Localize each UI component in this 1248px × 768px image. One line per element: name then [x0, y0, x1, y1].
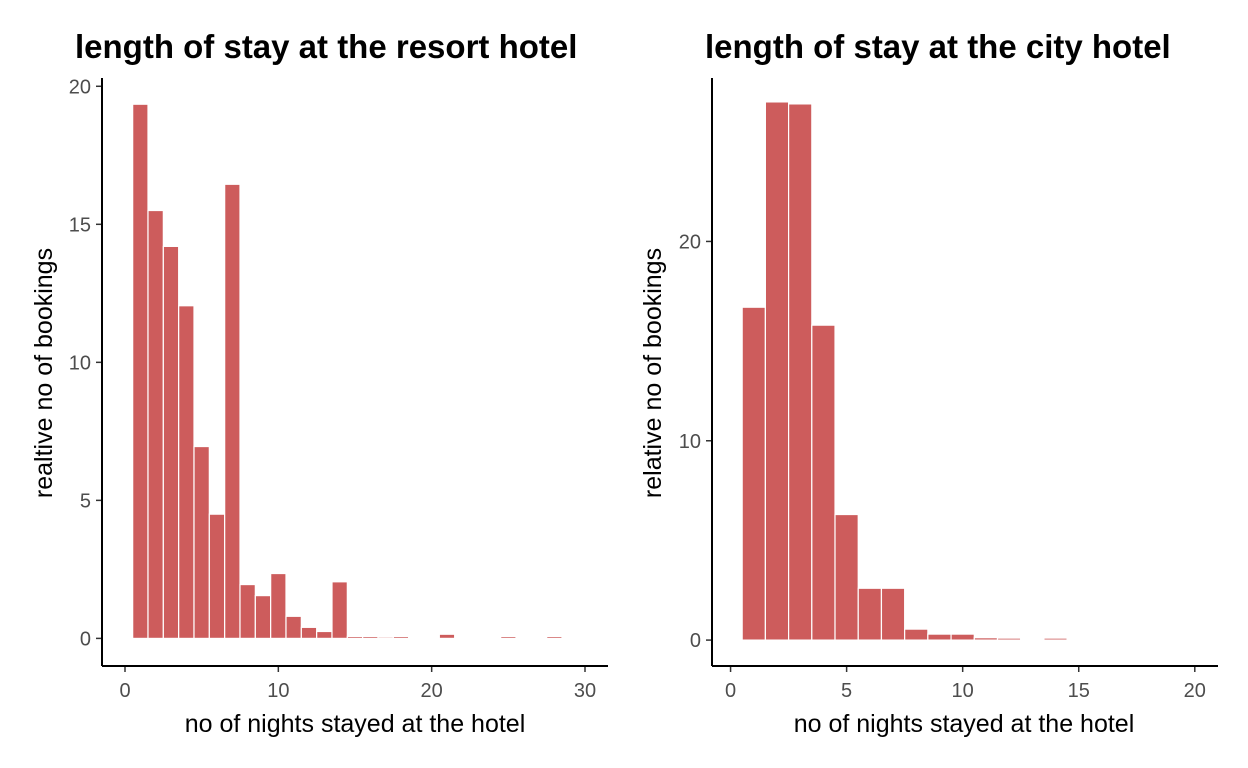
bar [285, 615, 302, 639]
bar [787, 103, 813, 641]
bar [362, 635, 379, 639]
x-tick-label: 0 [119, 680, 130, 702]
x-tick-label: 20 [421, 680, 443, 702]
bar [208, 513, 226, 639]
bar [438, 633, 456, 639]
bar [239, 583, 256, 639]
city-hotel-panel: length of stay at the city hotel relativ… [639, 28, 1218, 738]
x-tick-label: 20 [1184, 680, 1206, 702]
y-tick-label: 5 [80, 490, 91, 512]
y-tick-label: 20 [69, 76, 91, 98]
x-axis-label: no of nights stayed at the hotel [794, 710, 1135, 738]
bar [927, 633, 952, 641]
tick-group: 0 10 20 30 0 5 10 15 20 [69, 76, 596, 702]
resort-hotel-panel: length of stay at the resort hotel realt… [30, 28, 608, 738]
y-tick-label: 10 [69, 352, 91, 374]
bar-group [132, 103, 563, 640]
bar [996, 637, 1022, 641]
bar [316, 630, 333, 639]
bar [193, 445, 210, 640]
tick-group: 0 5 10 15 20 0 10 20 [679, 231, 1206, 702]
bar-group [741, 101, 1091, 641]
bar [178, 305, 195, 639]
bar [546, 635, 563, 639]
x-tick-label: 0 [725, 680, 736, 702]
x-tick-label: 10 [952, 680, 974, 702]
y-axis-label: realtive no of bookings [30, 248, 58, 498]
y-tick-label: 15 [69, 214, 91, 236]
bar [1043, 637, 1068, 641]
bar [811, 324, 836, 641]
bar [764, 101, 790, 641]
bar [834, 513, 859, 641]
y-tick-label: 20 [679, 231, 701, 253]
bar [500, 635, 517, 639]
bar [973, 637, 999, 641]
x-tick-label: 15 [1068, 680, 1090, 702]
bar [392, 635, 410, 639]
bar [270, 572, 287, 639]
bar [1066, 638, 1091, 641]
x-tick-label: 5 [841, 680, 852, 702]
bar [254, 595, 272, 639]
y-axis-label: relative no of bookings [639, 248, 667, 498]
bar [880, 587, 906, 641]
x-axis-label: no of nights stayed at the hotel [185, 710, 526, 738]
y-tick-label: 10 [679, 431, 701, 453]
bar [300, 626, 318, 639]
bar [377, 636, 394, 639]
bar [331, 581, 348, 639]
bar [408, 636, 425, 639]
bar [950, 633, 975, 641]
bar [224, 183, 241, 639]
x-tick-label: 10 [267, 680, 289, 702]
y-tick-label: 0 [690, 630, 701, 652]
bar [147, 209, 164, 640]
y-tick-label: 0 [80, 628, 91, 650]
chart-title: length of stay at the resort hotel [75, 28, 577, 65]
bar [904, 628, 929, 641]
bar [346, 635, 364, 639]
bar [162, 245, 180, 639]
bar [857, 587, 883, 641]
x-tick-label: 30 [574, 680, 596, 702]
bar [741, 306, 766, 641]
chart-title: length of stay at the city hotel [705, 28, 1171, 65]
bar [1020, 638, 1045, 641]
bar [132, 103, 149, 639]
